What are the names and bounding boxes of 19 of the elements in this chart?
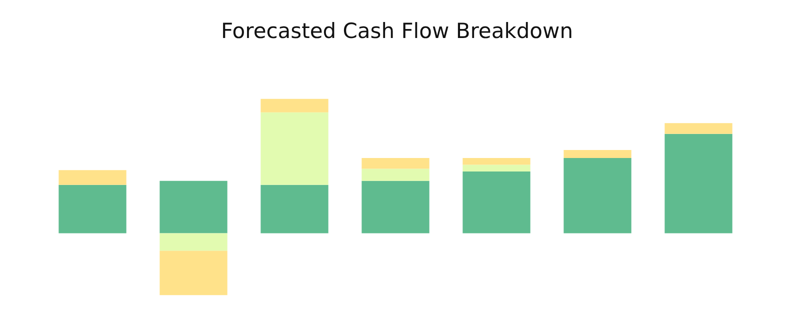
bar (664, 134, 732, 234)
bar (664, 123, 732, 134)
bar (58, 170, 126, 185)
bar (260, 184, 328, 234)
bar (160, 180, 228, 234)
bar (462, 171, 530, 234)
bar (260, 112, 328, 185)
bar (564, 158, 632, 234)
bar (462, 164, 530, 172)
chart-title: Forecasted Cash Flow Breakdown (220, 19, 574, 44)
bar (564, 150, 632, 158)
bar (362, 180, 430, 234)
bar (362, 158, 430, 169)
bar (462, 158, 530, 165)
bar (160, 233, 228, 251)
bar (362, 168, 430, 181)
bar (160, 250, 228, 296)
bar (260, 98, 328, 112)
bar (58, 184, 126, 234)
